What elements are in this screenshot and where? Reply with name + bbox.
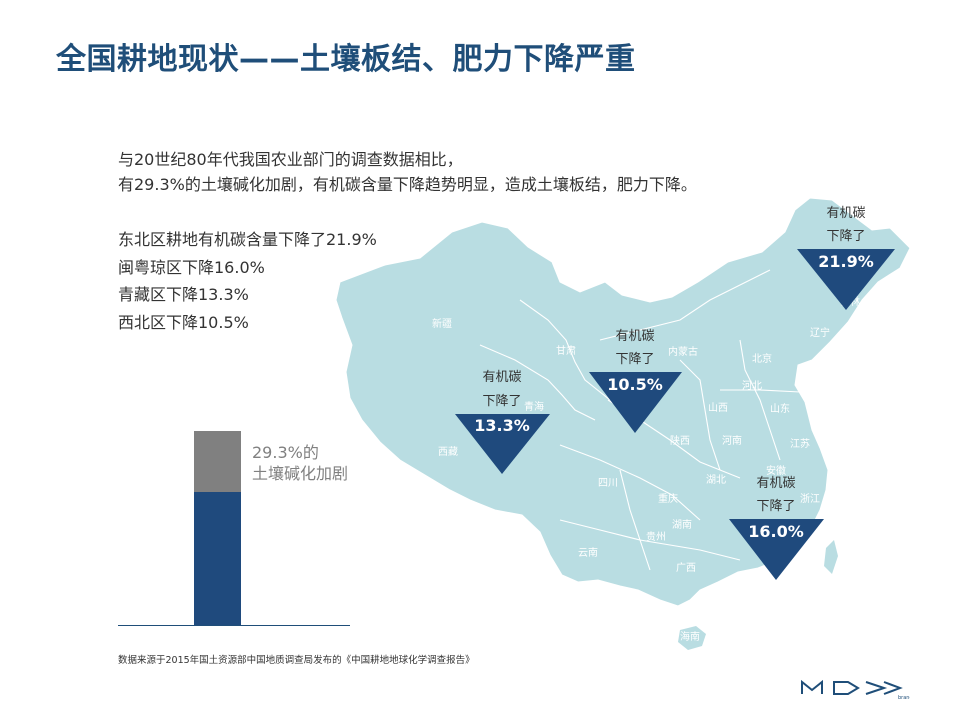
province-neimenggu: 内蒙古 <box>668 345 698 358</box>
province-jiangsu: 江苏 <box>790 437 810 450</box>
callout-northwest: 有机碳 下降了 10.5% <box>589 329 682 433</box>
province-beijing: 北京 <box>752 352 772 365</box>
callout-northwest-triangle <box>589 372 682 433</box>
province-henan: 河南 <box>722 434 742 447</box>
province-shandong: 山东 <box>770 402 790 415</box>
callout-northeast-value: 21.9% <box>818 252 874 271</box>
province-gansu: 甘肃 <box>556 344 576 357</box>
province-sichuan: 四川 <box>598 478 618 489</box>
stat-northwest: 西北区下降10.5% <box>118 312 249 332</box>
page-title: 全国耕地现状——土壤板结、肥力下降严重 <box>56 42 636 77</box>
province-shanxi: 山西 <box>708 402 728 414</box>
callout-mintyueqiong-line1: 有机碳 <box>756 476 795 491</box>
province-guizhou: 贵州 <box>646 530 666 543</box>
province-guangxi: 广西 <box>676 562 696 574</box>
callout-qingzang-line1: 有机碳 <box>482 370 521 385</box>
province-xinjiang: 新疆 <box>432 317 452 330</box>
callout-qingzang-triangle <box>455 414 550 474</box>
callout-qingzang: 有机碳 下降了 13.3% <box>455 370 550 474</box>
callout-qingzang-line2: 下降了 <box>482 394 521 409</box>
bar-label: 29.3%的 土壤碱化加剧 <box>252 442 348 484</box>
bar-baseline <box>118 625 350 626</box>
callout-northwest-value: 10.5% <box>607 375 663 394</box>
province-yunnan: 云南 <box>578 546 598 559</box>
callout-mintyueqiong-triangle <box>729 519 824 580</box>
province-hubei: 湖北 <box>706 474 726 486</box>
province-anhui: 安徽 <box>766 464 786 477</box>
callout-northeast-triangle <box>797 249 895 310</box>
bar-segment-other <box>194 492 241 625</box>
province-labels: 新疆 甘肃 内蒙古 青海 西藏 四川 陕西 山西 河北 北京 山东 河南 湖北 … <box>432 295 860 643</box>
intro-text: 与20世纪80年代我国农业部门的调查数据相比， 有29.3%的土壤碱化加剧，有机… <box>118 147 697 197</box>
regional-stats: 东北区耕地有机碳含量下降了21.9% 闽粤琼区下降16.0% 青藏区下降13.3… <box>118 226 377 336</box>
province-shaanxi: 陕西 <box>670 434 690 447</box>
callout-northwest-line2: 下降了 <box>615 352 654 367</box>
source-note: 数据来源于2015年国土资源部中国地质调查局发布的《中国耕地地球化学调查报告》 <box>118 655 475 666</box>
bar-segment-alkalized <box>194 431 241 492</box>
callout-mintyueqiong-value: 16.0% <box>748 522 804 541</box>
callout-northeast-line1: 有机碳 <box>826 206 865 221</box>
bar-label-line-1: 29.3%的 <box>252 443 319 462</box>
intro-line-2: 有29.3%的土壤碱化加剧，有机碳含量下降趋势明显，造成土壤板结，肥力下降。 <box>118 175 697 194</box>
callout-mintyueqiong: 有机碳 下降了 16.0% <box>729 476 824 580</box>
callout-northwest-line1: 有机碳 <box>615 329 654 344</box>
stat-qingzang: 青藏区下降13.3% <box>118 285 249 304</box>
province-qinghai: 青海 <box>524 400 544 413</box>
brand-logo-text: brand <box>898 695 910 700</box>
callout-qingzang-value: 13.3% <box>474 416 530 435</box>
stat-mintyueqiong: 闽粤琼区下降16.0% <box>118 257 265 277</box>
callout-northeast-line2: 下降了 <box>826 229 865 244</box>
callout-mintyueqiong-line2: 下降了 <box>756 499 795 514</box>
province-liaoning: 辽宁 <box>810 326 830 339</box>
taiwan-island <box>824 540 838 574</box>
intro-line-1: 与20世纪80年代我国农业部门的调查数据相比， <box>118 150 463 169</box>
province-hainan: 海南 <box>680 630 700 643</box>
stat-northeast: 东北区耕地有机碳含量下降了21.9% <box>118 230 377 249</box>
bar-label-line-2: 土壤碱化加剧 <box>252 464 349 483</box>
province-zhejiang: 浙江 <box>800 493 820 505</box>
province-chongqing: 重庆 <box>658 492 678 505</box>
callout-northeast: 有机碳 下降了 21.9% <box>797 206 895 310</box>
province-hebei: 河北 <box>742 380 762 392</box>
hainan-island <box>678 626 706 650</box>
province-hunan: 湖南 <box>672 518 692 531</box>
province-xizang: 西藏 <box>438 446 458 458</box>
brand-logo: brand <box>801 679 910 700</box>
